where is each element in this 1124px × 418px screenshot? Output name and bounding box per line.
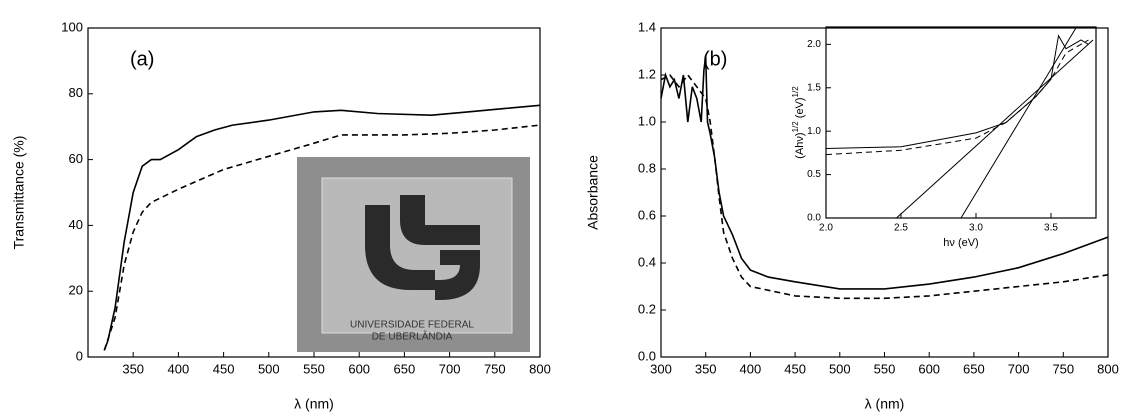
y-axis-title-part: 1/2	[791, 86, 800, 98]
y-tick-label: 0.4	[638, 254, 656, 269]
x-axis-title: hν (eV)	[943, 237, 978, 249]
y-tick-label: 1.0	[638, 113, 656, 128]
x-tick-label: 750	[1052, 361, 1074, 376]
panel-label: (a)	[130, 48, 154, 70]
photo-text: UNIVERSIDADE FEDERAL	[350, 320, 474, 331]
photo-text: DE UBERLÂNDIA	[372, 330, 453, 343]
logo-shape	[365, 205, 435, 290]
y-tick-label: 1.5	[807, 82, 821, 93]
data-line	[825, 34, 1089, 149]
y-tick-label: 0.2	[638, 301, 656, 316]
x-tick-label: 650	[394, 361, 416, 376]
x-tick-label: 400	[168, 361, 190, 376]
x-tick-label: 700	[439, 361, 461, 376]
y-tick-label: 1.4	[638, 19, 656, 34]
inset-photo	[297, 157, 530, 352]
y-tick-label: 60	[69, 151, 83, 166]
data-line	[960, 26, 1077, 219]
x-axis-title: λ (nm)	[294, 396, 334, 412]
y-tick-label: 0.0	[638, 348, 656, 363]
x-tick-label: 450	[213, 361, 235, 376]
y-axis-title: Absorbance	[585, 155, 601, 230]
panel-label: (b)	[703, 48, 727, 70]
x-tick-label: 800	[1097, 361, 1119, 376]
x-tick-label: 350	[122, 361, 144, 376]
x-tick-label: 3.5	[1044, 223, 1058, 234]
y-tick-label: 40	[69, 217, 83, 232]
data-line	[825, 39, 1089, 156]
x-tick-label: 650	[963, 361, 985, 376]
x-tick-label: 2.5	[894, 223, 908, 234]
logo-shape	[435, 250, 480, 300]
panel: 300 350 400 450 500 550 600 650 700 750 800 0.0 0.2 0…	[585, 19, 1119, 411]
x-tick-label: 600	[918, 361, 940, 376]
y-tick-label: 0.5	[807, 169, 821, 180]
x-tick-label: 550	[874, 361, 896, 376]
data-line	[660, 73, 1109, 300]
y-axis-title-part: (Ahν)	[794, 132, 806, 158]
x-tick-label: 450	[784, 361, 806, 376]
data-line	[103, 104, 541, 351]
y-tick-label: 80	[69, 85, 83, 100]
y-axis-title: Transmittance (%)	[11, 136, 27, 250]
y-axis-title-part: 1/2	[791, 121, 800, 133]
y-tick-label: 1.0	[807, 126, 821, 137]
y-tick-label: 100	[61, 19, 83, 34]
x-tick-label: 400	[740, 361, 762, 376]
panel: 350 400 450 500 550 600 650 700 750 800 0 20 40 60 80 1…	[11, 19, 551, 411]
y-tick-label: 1.2	[638, 66, 656, 81]
x-tick-label: 2.0	[819, 223, 833, 234]
y-tick-label: 0.6	[638, 207, 656, 222]
x-tick-label: 350	[695, 361, 717, 376]
data-line	[660, 56, 1109, 290]
logo-shape	[400, 195, 480, 245]
x-tick-label: 300	[650, 361, 672, 376]
x-tick-label: 500	[258, 361, 280, 376]
y-axis-title-part: (eV)	[794, 97, 806, 121]
y-tick-label: 0.0	[807, 213, 821, 224]
y-axis-title: (Ahν)1/2 (eV)1/2	[791, 86, 806, 159]
y-tick-label: 2.0	[807, 39, 821, 50]
y-tick-label: 20	[69, 283, 83, 298]
data-line	[103, 124, 541, 351]
x-tick-label: 700	[1008, 361, 1030, 376]
x-tick-label: 600	[348, 361, 370, 376]
x-tick-label: 750	[484, 361, 506, 376]
panel: 2.0 2.5 3.0 3.50.00.51.01.52.0hν (eV)(Ahν)1…	[791, 26, 1097, 249]
y-tick-label: 0.8	[638, 160, 656, 175]
x-tick-label: 800	[529, 361, 551, 376]
x-tick-label: 550	[303, 361, 325, 376]
x-axis-title: λ (nm)	[865, 396, 905, 412]
plot-frame	[660, 27, 1109, 358]
x-tick-label: 3.0	[969, 223, 983, 234]
y-tick-label: 0	[76, 348, 83, 363]
data-line	[896, 39, 1094, 219]
x-tick-label: 500	[829, 361, 851, 376]
